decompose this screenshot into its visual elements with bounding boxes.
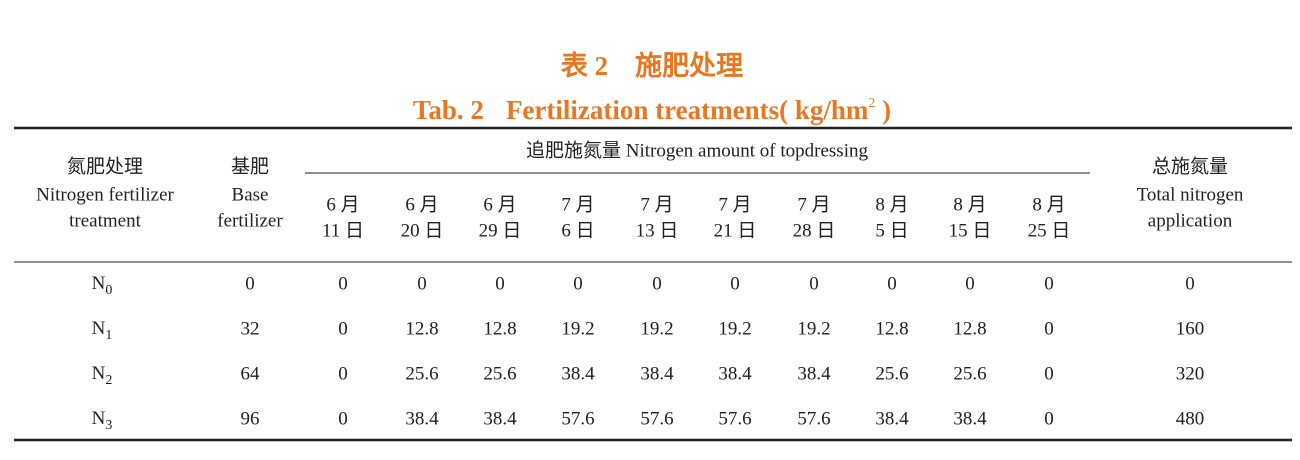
cell: 38.4 bbox=[561, 363, 595, 384]
cell: 96 bbox=[241, 408, 260, 429]
date-header: 20 日 bbox=[401, 220, 444, 241]
cell: 25.6 bbox=[405, 363, 438, 384]
cell: 0 bbox=[573, 273, 583, 294]
row-label-sub: 1 bbox=[105, 328, 112, 343]
header-en: application bbox=[1148, 210, 1233, 231]
title-suffix: ) bbox=[875, 95, 891, 125]
cell: 25.6 bbox=[483, 363, 516, 384]
row-label-sub: 0 bbox=[105, 283, 112, 298]
cell: 25.6 bbox=[875, 363, 908, 384]
cell: 480 bbox=[1176, 408, 1205, 429]
row-label-main: N bbox=[92, 273, 106, 294]
date-header: 25 日 bbox=[1028, 220, 1071, 241]
cell: 19.2 bbox=[640, 318, 673, 339]
cell: 0 bbox=[1044, 273, 1054, 294]
row-label: N2 bbox=[92, 363, 113, 388]
cell: 0 bbox=[1044, 318, 1054, 339]
date-header: 6 月 bbox=[483, 194, 516, 215]
cell: 57.6 bbox=[561, 408, 594, 429]
cell: 38.4 bbox=[953, 408, 987, 429]
header-en: Total nitrogen bbox=[1137, 184, 1244, 205]
cell: 0 bbox=[1044, 408, 1054, 429]
cell: 0 bbox=[652, 273, 662, 294]
cell: 38.4 bbox=[797, 363, 831, 384]
title-sup: 2 bbox=[868, 96, 875, 111]
title-prefix: Tab. 2 bbox=[413, 95, 484, 125]
cell: 19.2 bbox=[718, 318, 751, 339]
header-en: fertilizer bbox=[217, 210, 283, 231]
date-header: 6 月 bbox=[326, 194, 359, 215]
cell: 0 bbox=[338, 318, 348, 339]
cell: 38.4 bbox=[483, 408, 517, 429]
cell: 12.8 bbox=[953, 318, 986, 339]
cell: 38.4 bbox=[875, 408, 909, 429]
title-en: Tab. 2 Fertilization treatments( kg/hm2 ) bbox=[413, 95, 891, 125]
row-label-main: N bbox=[92, 318, 106, 339]
row-label-sub: 2 bbox=[105, 373, 112, 388]
date-header: 13 日 bbox=[636, 220, 679, 241]
cell: 0 bbox=[338, 273, 348, 294]
cell: 0 bbox=[417, 273, 427, 294]
cell: 320 bbox=[1176, 363, 1205, 384]
date-header: 8 月 bbox=[1032, 194, 1065, 215]
row-label-main: N bbox=[92, 408, 106, 429]
date-header: 6 月 bbox=[405, 194, 438, 215]
cell: 0 bbox=[495, 273, 505, 294]
row-label: N0 bbox=[92, 273, 113, 298]
date-header: 8 月 bbox=[875, 194, 908, 215]
header-en: treatment bbox=[69, 210, 141, 231]
cell: 0 bbox=[245, 273, 255, 294]
row-label-main: N bbox=[92, 363, 106, 384]
cell: 0 bbox=[887, 273, 897, 294]
cell: 19.2 bbox=[797, 318, 830, 339]
cell: 0 bbox=[338, 408, 348, 429]
date-header: 7 月 bbox=[718, 194, 751, 215]
date-header: 7 月 bbox=[640, 194, 673, 215]
group-header: 追肥施氮量 Nitrogen amount of topdressing bbox=[526, 139, 868, 161]
title-cn: 表 2 施肥处理 bbox=[561, 51, 743, 81]
cell: 57.6 bbox=[718, 408, 751, 429]
cell: 0 bbox=[730, 273, 740, 294]
cell: 12.8 bbox=[875, 318, 908, 339]
header-cn: 总施氮量 bbox=[1152, 155, 1228, 177]
header-en: Base bbox=[232, 184, 269, 205]
date-header: 29 日 bbox=[479, 220, 522, 241]
cell: 0 bbox=[338, 363, 348, 384]
cell: 0 bbox=[809, 273, 819, 294]
cell: 0 bbox=[1185, 273, 1195, 294]
cell: 12.8 bbox=[483, 318, 516, 339]
cell: 25.6 bbox=[953, 363, 986, 384]
date-header: 7 月 bbox=[797, 194, 830, 215]
date-header: 7 月 bbox=[561, 194, 594, 215]
header-cn: 氮肥处理 bbox=[67, 155, 143, 177]
cell: 38.4 bbox=[405, 408, 439, 429]
cell: 0 bbox=[965, 273, 975, 294]
header-cn: 基肥 bbox=[231, 155, 269, 177]
cell: 57.6 bbox=[797, 408, 830, 429]
date-header: 21 日 bbox=[714, 220, 757, 241]
row-label: N3 bbox=[92, 408, 113, 433]
cell: 0 bbox=[1044, 363, 1054, 384]
cell: 38.4 bbox=[640, 363, 674, 384]
date-header: 5 日 bbox=[875, 220, 908, 241]
date-header: 6 日 bbox=[561, 220, 594, 241]
cell: 38.4 bbox=[718, 363, 752, 384]
cell: 64 bbox=[241, 363, 261, 384]
date-header: 15 日 bbox=[949, 220, 992, 241]
title-text: Fertilization treatments( kg/hm bbox=[506, 95, 869, 125]
cell: 57.6 bbox=[640, 408, 673, 429]
cell: 12.8 bbox=[405, 318, 438, 339]
cell: 32 bbox=[241, 318, 260, 339]
header-en: Nitrogen fertilizer bbox=[36, 184, 174, 205]
row-label: N1 bbox=[92, 318, 113, 343]
date-header: 11 日 bbox=[322, 220, 364, 241]
date-header: 8 月 bbox=[953, 194, 986, 215]
cell: 19.2 bbox=[561, 318, 594, 339]
cell: 160 bbox=[1176, 318, 1205, 339]
row-label-sub: 3 bbox=[105, 418, 112, 433]
date-header: 28 日 bbox=[793, 220, 836, 241]
